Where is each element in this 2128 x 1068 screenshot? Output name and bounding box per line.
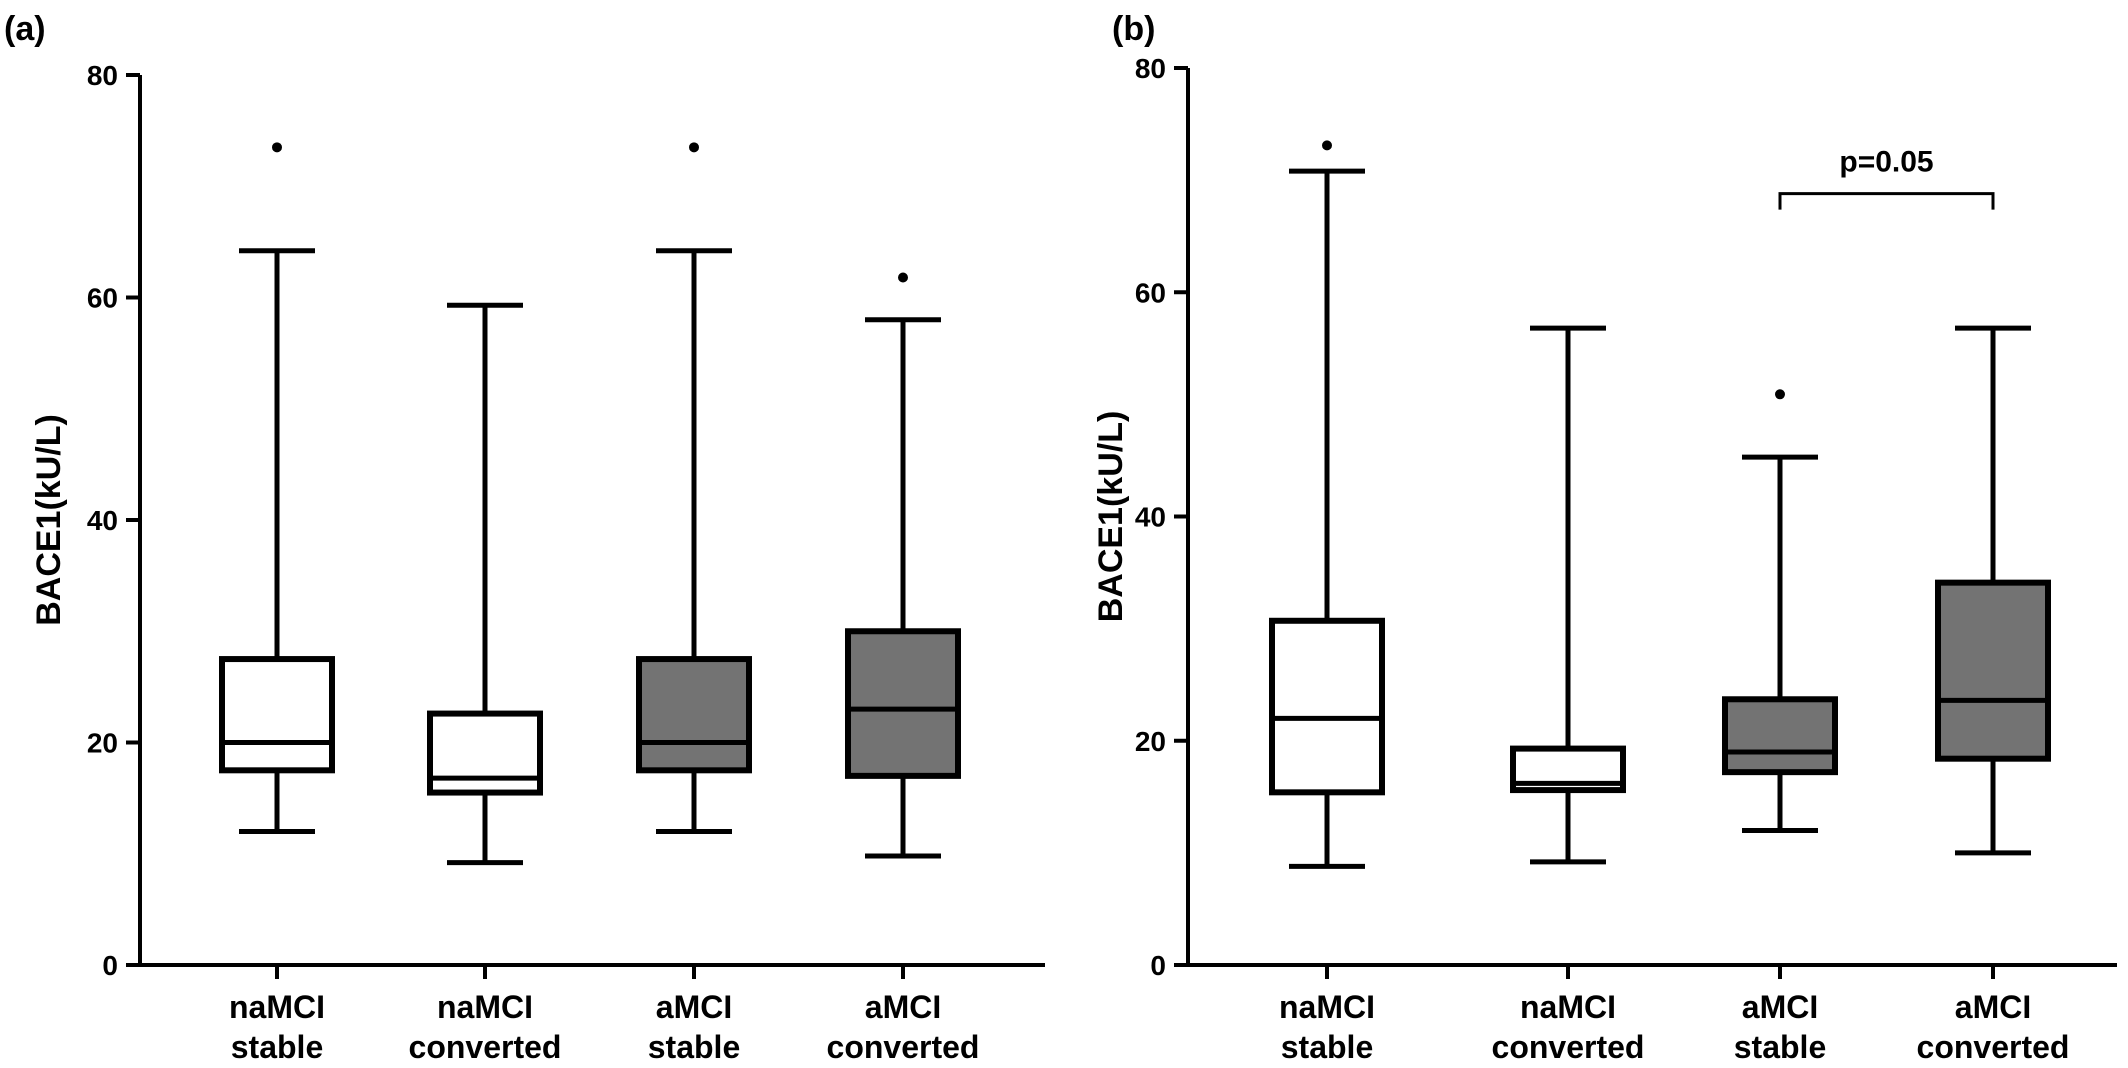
bracket-line (1778, 192, 1995, 210)
x-tick-label: aMCI (1742, 989, 1818, 1025)
x-tick-label: stable (648, 1029, 740, 1065)
box-3 (1722, 389, 1838, 833)
y-tick-label: 20 (87, 728, 118, 759)
x-tick-label: converted (409, 1029, 562, 1065)
box-1 (219, 142, 335, 834)
box-4 (845, 272, 961, 859)
box-iqr (636, 656, 752, 774)
panel-label: (b) (1112, 10, 1155, 48)
x-tick-label: aMCI (1955, 989, 2031, 1025)
x-tick-label: aMCI (865, 989, 941, 1025)
panel-label: (a) (4, 10, 46, 48)
y-tick-label: 20 (1135, 726, 1166, 757)
significance-label: p=0.05 (1839, 146, 1933, 179)
y-tick-label: 0 (1150, 950, 1166, 981)
box-2 (427, 302, 543, 866)
chart-panel-1: (a) 0 20 40 60 80 BACE1(kU/L) naMCI stable naMCI c… (4, 10, 1045, 1065)
x-tick-label: converted (827, 1029, 980, 1065)
box-iqr (1722, 696, 1838, 776)
box-iqr (845, 628, 961, 779)
box-1 (1269, 140, 1385, 869)
x-tick-label: naMCI (437, 989, 533, 1025)
x-tick-label: naMCI (229, 989, 325, 1025)
outlier-point (272, 142, 282, 153)
x-tick-label: stable (1734, 1029, 1826, 1065)
y-tick-label: 60 (1135, 277, 1166, 308)
outlier-point (898, 272, 908, 283)
y-tick-label: 40 (87, 505, 118, 536)
outlier-point (1775, 389, 1785, 400)
y-tick-label: 0 (102, 950, 118, 981)
y-tick-label: 60 (87, 283, 118, 314)
outlier-point (1322, 140, 1332, 151)
chart-panel-2: (b) 0 20 40 60 80 BACE1(kU/L) naMCI stable naMCI c… (1092, 10, 2117, 1065)
box-2 (1510, 325, 1626, 865)
x-tick-label: naMCI (1279, 989, 1375, 1025)
box-4 (1935, 325, 2051, 856)
significance-bracket: p=0.05 (1778, 146, 1995, 210)
box-iqr (1935, 579, 2051, 762)
box-iqr (219, 656, 335, 774)
x-tick-label: stable (1281, 1029, 1373, 1065)
box-3 (636, 142, 752, 834)
y-axis-label: BACE1(kU/L) (30, 414, 68, 626)
x-tick-label: naMCI (1520, 989, 1616, 1025)
outlier-point (689, 142, 699, 153)
y-tick-label: 40 (1135, 502, 1166, 533)
x-tick-label: converted (1917, 1029, 2070, 1065)
x-tick-label: converted (1492, 1029, 1645, 1065)
x-tick-label: stable (231, 1029, 323, 1065)
x-tick-label: aMCI (656, 989, 732, 1025)
y-tick-label: 80 (1135, 53, 1166, 84)
box-iqr (1269, 617, 1385, 796)
y-tick-label: 80 (87, 60, 118, 91)
box-iqr (427, 710, 543, 796)
y-axis-label: BACE1(kU/L) (1092, 411, 1130, 623)
